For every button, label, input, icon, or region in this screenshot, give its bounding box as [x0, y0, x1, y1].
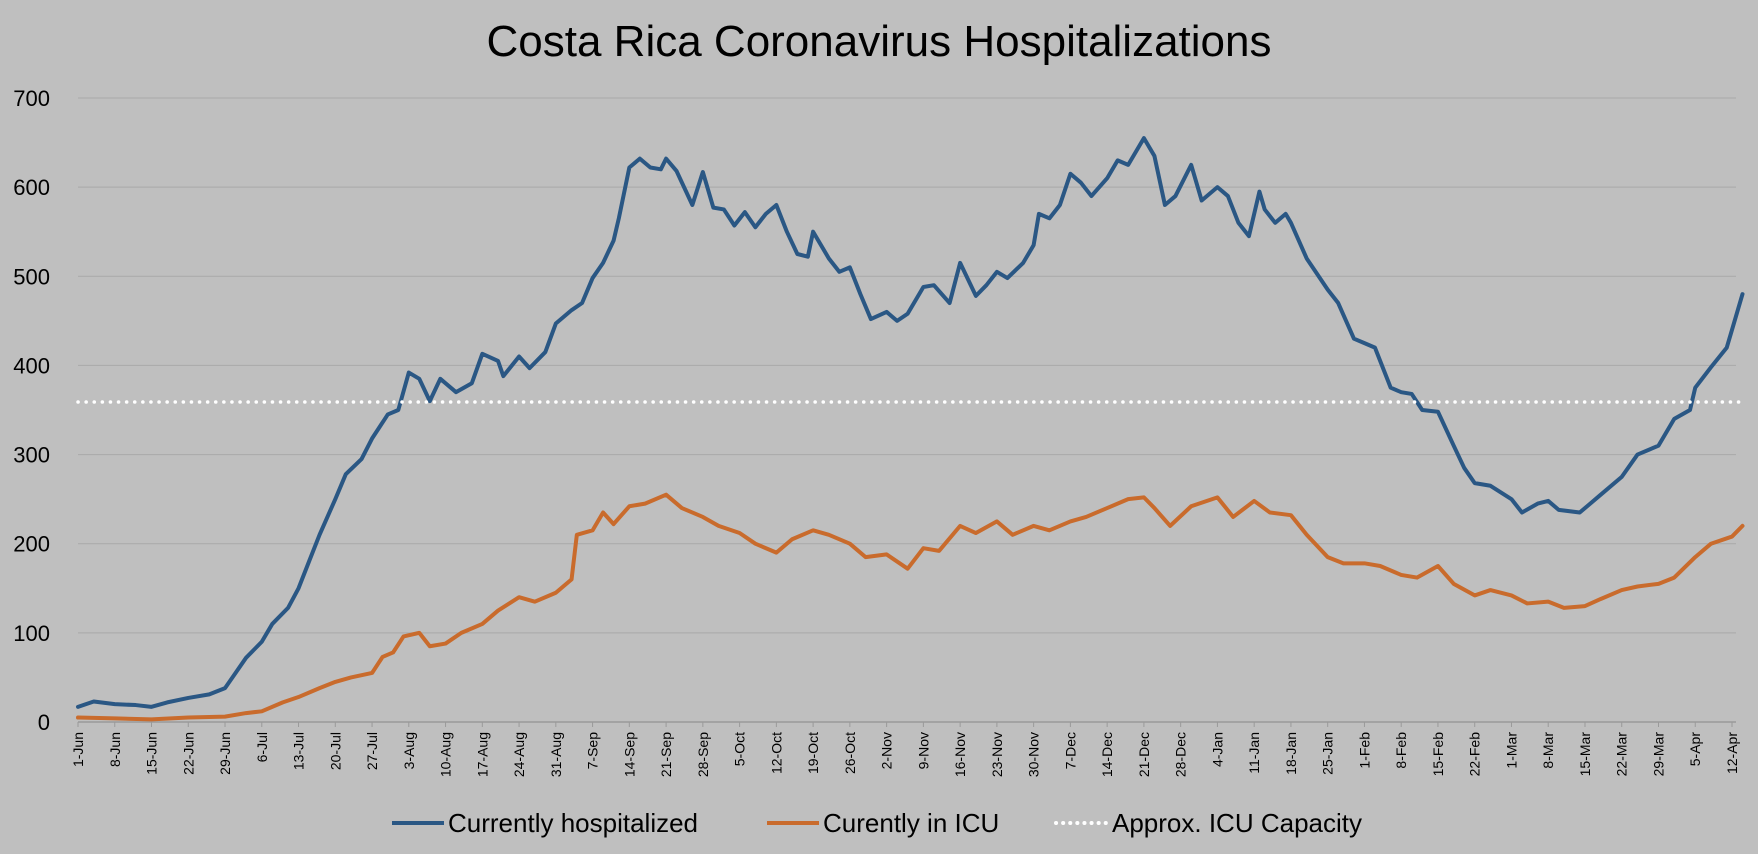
series-line-2: [76, 492, 1745, 722]
x-axis-tick-labels: 1-Jun 8-Jun 15-Jun 22-Jun 29-Jun 6-Jul 13-Jul 2…: [70, 722, 1740, 777]
legend-label-1: Currently hospitalized: [448, 808, 698, 838]
x-tick-label: 4-Jan: [1209, 732, 1225, 767]
x-tick-label: 22-Mar: [1614, 732, 1630, 777]
y-axis-tick-labels: 0 100 200 300 400 500 600 700: [13, 86, 50, 735]
y-tick-label: 400: [13, 353, 50, 378]
series-lines: [76, 136, 1745, 722]
x-tick-label: 31-Aug: [548, 732, 564, 777]
x-tick-label: 24-Aug: [511, 732, 527, 777]
x-tick-label: 21-Dec: [1136, 732, 1152, 777]
x-tick-label: 1-Jun: [70, 732, 86, 767]
y-tick-label: 600: [13, 175, 50, 200]
legend: Currently hospitalized Curently in ICU App…: [392, 808, 1362, 838]
x-tick-label: 10-Aug: [438, 732, 454, 777]
x-tick-label: 14-Sep: [621, 732, 637, 777]
x-tick-label: 7-Sep: [585, 732, 601, 770]
x-tick-label: 21-Sep: [658, 732, 674, 777]
legend-label-2: Curently in ICU: [823, 808, 999, 838]
x-tick-label: 26-Oct: [842, 732, 858, 774]
x-tick-label: 6-Jul: [254, 732, 270, 762]
x-tick-label: 27-Jul: [364, 732, 380, 770]
y-tick-label: 100: [13, 621, 50, 646]
x-tick-label: 1-Feb: [1356, 732, 1372, 769]
x-tick-label: 8-Feb: [1393, 732, 1409, 769]
x-tick-label: 15-Jun: [144, 732, 160, 775]
gridlines: [78, 97, 1736, 723]
x-tick-label: 8-Jun: [107, 732, 123, 767]
x-tick-label: 1-Mar: [1503, 732, 1519, 769]
x-tick-label: 30-Nov: [1026, 732, 1042, 777]
x-tick-label: 20-Jul: [327, 732, 343, 770]
x-tick-label: 25-Jan: [1320, 732, 1336, 775]
x-tick-label: 22-Feb: [1467, 732, 1483, 777]
x-tick-label: 12-Oct: [768, 732, 784, 774]
x-tick-label: 2-Nov: [879, 732, 895, 769]
y-tick-label: 0: [38, 710, 50, 735]
x-tick-label: 15-Feb: [1430, 732, 1446, 777]
legend-label-3: Approx. ICU Capacity: [1112, 808, 1362, 838]
x-tick-label: 14-Dec: [1099, 732, 1115, 777]
x-tick-label: 8-Mar: [1540, 732, 1556, 769]
y-tick-label: 700: [13, 86, 50, 111]
chart-title: Costa Rica Coronavirus Hospitalizations: [487, 17, 1272, 66]
x-tick-label: 22-Jun: [180, 732, 196, 775]
x-tick-label: 9-Nov: [915, 732, 931, 769]
x-tick-label: 28-Sep: [695, 732, 711, 777]
x-tick-label: 15-Mar: [1577, 732, 1593, 777]
x-tick-label: 5-Apr: [1687, 732, 1703, 767]
series-line-1: [76, 136, 1745, 709]
y-tick-label: 300: [13, 443, 50, 468]
y-tick-label: 500: [13, 264, 50, 289]
x-tick-label: 17-Aug: [474, 732, 490, 777]
x-tick-label: 19-Oct: [805, 732, 821, 774]
x-tick-label: 5-Oct: [732, 732, 748, 766]
x-tick-label: 12-Apr: [1724, 732, 1740, 774]
y-tick-label: 200: [13, 532, 50, 557]
x-tick-label: 13-Jul: [291, 732, 307, 770]
x-tick-label: 23-Nov: [989, 732, 1005, 777]
x-tick-label: 18-Jan: [1283, 732, 1299, 775]
x-tick-label: 16-Nov: [952, 732, 968, 777]
x-tick-label: 28-Dec: [1173, 732, 1189, 777]
x-tick-label: 11-Jan: [1246, 732, 1262, 774]
x-tick-label: 29-Jun: [217, 732, 233, 775]
x-tick-label: 29-Mar: [1650, 732, 1666, 777]
x-tick-label: 7-Dec: [1062, 732, 1078, 769]
x-tick-label: 3-Aug: [401, 732, 417, 769]
